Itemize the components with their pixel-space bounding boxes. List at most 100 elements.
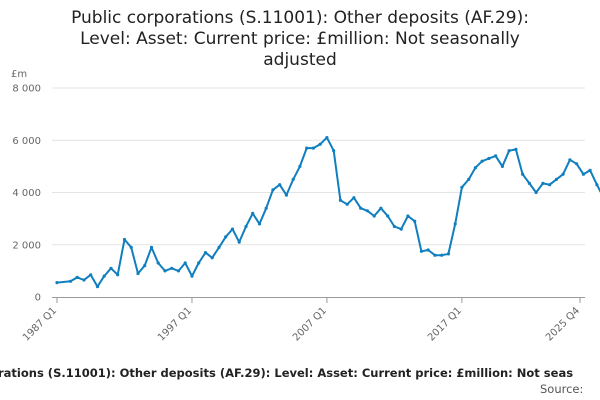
- source-label: Source:: [540, 382, 584, 396]
- data-point: [251, 211, 255, 215]
- axes: 0 2 000 4 000 6 000 8 000 £m 1987 Q1 1997 Q1 200…: [11, 69, 585, 343]
- data-point: [487, 156, 491, 161]
- data-point: [325, 136, 329, 140]
- data-point: [224, 235, 228, 239]
- data-point: [460, 185, 464, 189]
- series-line: [56, 136, 600, 288]
- data-point: [122, 237, 127, 242]
- data-point: [514, 147, 518, 151]
- x-tick-label: 1997 Q1: [156, 305, 194, 343]
- data-point: [136, 271, 140, 276]
- data-point: [426, 248, 430, 252]
- data-point: [338, 198, 342, 202]
- data-point: [197, 261, 201, 265]
- y-tick-label: 0: [35, 293, 41, 304]
- data-point: [365, 209, 369, 213]
- data-point: [176, 269, 181, 273]
- data-point: [305, 146, 309, 150]
- data-point: [521, 172, 525, 176]
- y-tick-label: 6 000: [12, 136, 41, 147]
- data-point: [291, 177, 295, 181]
- y-tick-label: 8 000: [12, 84, 41, 95]
- data-point: [257, 222, 262, 226]
- data-point: [75, 275, 79, 279]
- data-point: [379, 206, 383, 210]
- data-point: [534, 190, 538, 195]
- data-point: [507, 149, 511, 153]
- data-point: [170, 266, 174, 270]
- x-tick-label: 2025 Q4: [544, 305, 582, 343]
- data-point: [581, 172, 586, 176]
- data-point: [264, 206, 268, 210]
- y-unit-label: £m: [11, 69, 27, 80]
- data-point: [500, 164, 504, 168]
- data-point: [163, 269, 167, 273]
- data-point: [95, 285, 100, 289]
- data-point: [588, 168, 592, 172]
- data-point: [298, 164, 302, 168]
- data-point: [554, 177, 559, 181]
- data-point: [230, 227, 235, 231]
- data-point: [372, 214, 376, 218]
- data-point: [419, 249, 423, 253]
- data-point: [183, 261, 187, 265]
- data-point: [575, 162, 579, 166]
- data-point: [568, 158, 572, 162]
- data-point: [494, 154, 498, 158]
- data-point: [102, 274, 106, 278]
- data-point: [595, 183, 599, 187]
- data-point: [278, 183, 282, 187]
- data-point: [210, 256, 214, 260]
- chart-title: Public corporations (S.11001): Other dep…: [0, 8, 600, 71]
- data-point: [82, 278, 86, 282]
- data-point: [433, 253, 437, 257]
- data-point: [129, 245, 133, 249]
- data-point: [440, 253, 444, 257]
- data-point: [116, 273, 120, 277]
- data-point: [271, 188, 275, 192]
- data-point: [318, 142, 322, 146]
- data-point: [203, 251, 208, 255]
- x-tick-label: 1987 Q1: [21, 305, 59, 343]
- data-point: [352, 196, 356, 200]
- data-point: [473, 166, 477, 170]
- data-point: [311, 146, 315, 150]
- data-point: [244, 224, 248, 229]
- data-point: [156, 261, 160, 265]
- data-point: [413, 219, 417, 223]
- x-tick-label: 2007 Q1: [291, 305, 329, 343]
- data-point: [190, 274, 194, 278]
- data-point: [149, 245, 154, 249]
- chart-title-line-3: adjusted: [263, 50, 337, 70]
- data-point: [480, 159, 484, 163]
- data-point: [406, 214, 410, 218]
- data-point: [527, 181, 532, 185]
- data-point: [345, 202, 349, 206]
- data-point: [561, 172, 565, 176]
- data-point: [386, 214, 390, 218]
- y-tick-label: 4 000: [12, 188, 41, 199]
- data-point: [446, 252, 450, 256]
- legend-label: rations (S.11001): Other deposits (AF.29…: [0, 366, 574, 380]
- data-point: [68, 279, 73, 283]
- data-point: [541, 181, 545, 185]
- data-point: [284, 193, 288, 197]
- y-tick-label: 2 000: [12, 240, 41, 251]
- chart-title-line-1: Public corporations (S.11001): Other dep…: [71, 8, 529, 28]
- data-point: [548, 183, 552, 187]
- data-point: [332, 149, 336, 153]
- data-point: [237, 240, 241, 244]
- chart-title-line-2: Level: Asset: Current price: £million: N…: [80, 29, 520, 49]
- data-point: [143, 264, 147, 268]
- x-tick-label: 2017 Q1: [426, 305, 464, 343]
- data-point: [467, 177, 471, 181]
- data-point: [55, 281, 59, 285]
- gridlines: [52, 87, 585, 246]
- data-point: [359, 206, 363, 210]
- data-point: [109, 266, 113, 270]
- data-point: [217, 245, 221, 249]
- data-point: [453, 222, 457, 226]
- data-point: [89, 273, 93, 277]
- data-point: [399, 227, 403, 231]
